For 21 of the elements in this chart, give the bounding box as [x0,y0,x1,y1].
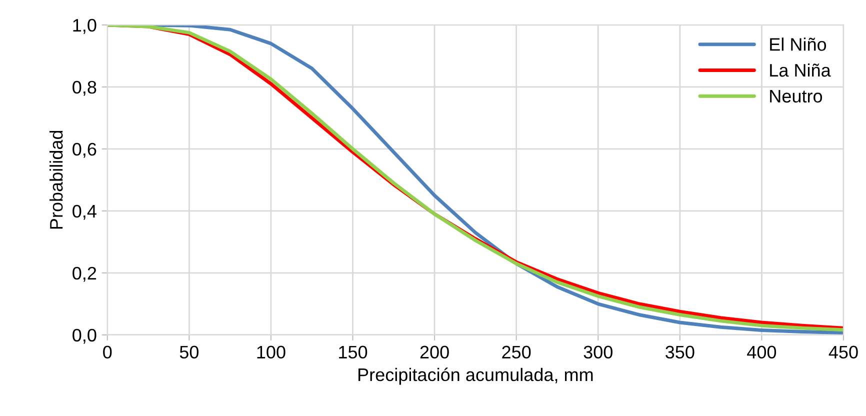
x-tick-label: 100 [257,346,286,359]
x-tick-label: 350 [666,346,694,359]
x-tick-label: 400 [747,346,776,359]
y-tick-label: 1,0 [73,18,96,34]
legend-label: La Niña [770,63,831,77]
y-axis-title: Probabilidad [49,130,63,229]
x-tick-label: 200 [420,346,449,359]
y-tick-label: 0,0 [72,328,96,344]
x-tick-label: 450 [828,346,858,359]
y-tick-label: 0,2 [72,266,96,282]
y-tick-label: 0,8 [72,80,96,96]
x-tick-label: 0 [103,346,112,359]
x-axis-title: Precipitación acumulada, mm [358,368,593,385]
x-tick-label: 300 [584,346,612,359]
x-tick-label: 50 [180,346,199,359]
legend-label: Neutro [770,90,822,103]
y-tick-label: 0,4 [72,204,96,220]
x-tick-label: 150 [339,346,368,359]
y-tick-label: 0,6 [72,142,96,158]
legend-label: El Niño [770,38,826,51]
x-tick-label: 250 [502,346,531,359]
